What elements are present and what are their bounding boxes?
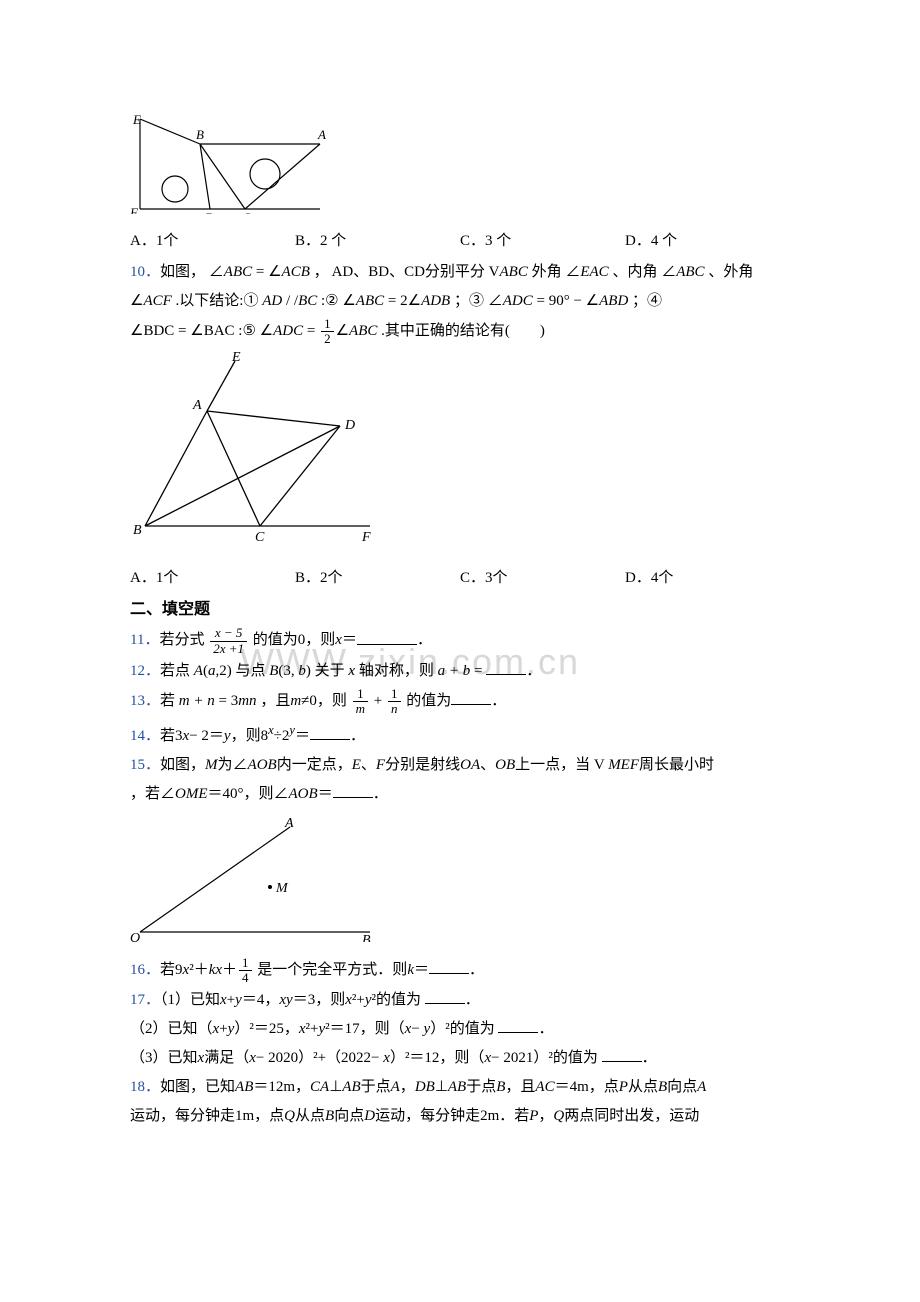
figure-q15: O A B M (130, 812, 790, 952)
q16: 16．若9x²＋kx＋14 是一个完全平方式．则k＝． (130, 956, 790, 986)
q15-line1: 15．如图，M为∠AOB内一定点，E、F分别是射线OA、OB上一点，当 V ME… (130, 752, 790, 779)
q11-number: 11． (130, 633, 159, 649)
frac-half: 12 (321, 317, 334, 347)
q16-frac: 14 (239, 956, 252, 986)
svg-text:A: A (192, 398, 202, 413)
svg-text:O: O (130, 931, 140, 942)
q11-blank (357, 630, 417, 645)
svg-text:B: B (133, 523, 142, 538)
svg-text:D: D (204, 210, 215, 214)
q18-line2: 运动，每分钟走1m，点Q从点B向点D运动，每分钟走2m．若P，Q两点同时出发，运… (130, 1103, 790, 1130)
figure-q9: E F B A D C (130, 114, 790, 224)
q9-option-c: C．3 个 (460, 228, 625, 255)
svg-text:A: A (284, 816, 294, 831)
q18-line1: 18．如图，已知AB＝12m，CA⊥AB于点A，DB⊥AB于点B，且AC＝4m，… (130, 1074, 790, 1101)
q12: 12．若点 A(a,2) 与点 B(3, b) 关于 x 轴对称，则 a + b… (130, 658, 790, 685)
svg-text:E: E (231, 351, 241, 365)
q10-option-c: C．3个 (460, 565, 625, 592)
q14: 14．若3x− 2＝y，则8x÷2y＝． (130, 719, 790, 750)
q9-option-d: D．4 个 (625, 228, 790, 255)
svg-text:E: E (132, 114, 141, 127)
svg-text:D: D (344, 418, 355, 433)
q15-blank (333, 783, 373, 798)
q17-blank3 (602, 1047, 642, 1062)
q11: 11．若分式 x − 52x +1 的值为0，则x＝． (130, 626, 790, 656)
q16-number: 16． (130, 962, 160, 978)
q17-p2: （2）已知（x+y）²＝25，x²+y²＝17，则（x− y）²的值为 ． (130, 1016, 790, 1043)
page-content: E F B A D C A．1个 B．2 个 C．3 个 D．4 个 10．如图… (130, 114, 790, 1130)
q15-number: 15． (130, 757, 160, 773)
svg-text:F: F (130, 205, 139, 214)
q9-option-b: B．2 个 (295, 228, 460, 255)
svg-text:F: F (361, 530, 371, 545)
svg-text:B: B (362, 933, 371, 942)
svg-text:C: C (242, 210, 251, 214)
svg-text:B: B (196, 127, 204, 142)
figure-q10: E A D B C F (130, 351, 790, 561)
q10-line2: ∠ACF .以下结论:① AD / /BC :② ∠ABC = 2∠ADB ；③… (130, 288, 790, 315)
q13-number: 13． (130, 693, 160, 709)
q15-line2: ，若∠OME＝40°，则∠AOB＝． (130, 781, 790, 808)
q13-blank (451, 690, 491, 705)
q10-line3: ∠BDC = ∠BAC :⑤ ∠ADC = 12∠ABC .其中正确的结论有( … (130, 317, 790, 347)
section-2-title: 二、填空题 (130, 596, 790, 625)
q11-frac: x − 52x +1 (210, 626, 247, 656)
q17-p1: 17．（1）已知x+y＝4，xy＝3，则x²+y²的值为 ． (130, 987, 790, 1014)
q13-frac1: 1m (353, 687, 368, 717)
svg-text:C: C (255, 530, 265, 545)
q12-blank (486, 660, 526, 675)
q14-blank (310, 725, 350, 740)
q14-number: 14． (130, 728, 160, 744)
q17-number: 17． (130, 992, 160, 1008)
q17-p3: （3）已知x满足（x− 2020）²+（2022− x）²＝12，则（x− 20… (130, 1045, 790, 1072)
q9-option-a: A．1个 (130, 228, 295, 255)
q10-option-b: B．2个 (295, 565, 460, 592)
q10-number: 10． (130, 264, 160, 280)
q10-option-d: D．4个 (625, 565, 790, 592)
q16-blank (429, 959, 469, 974)
q10-options: A．1个 B．2个 C．3个 D．4个 (130, 565, 790, 592)
svg-text:A: A (317, 127, 326, 142)
q10-option-a: A．1个 (130, 565, 295, 592)
q18-number: 18． (130, 1079, 160, 1095)
q17-blank2 (498, 1018, 538, 1033)
svg-text:M: M (275, 881, 289, 896)
q10-line1: 10．如图， ∠ABC = ∠ACB ， AD、BD、CD分别平分 VABC 外… (130, 259, 790, 286)
q12-number: 12． (130, 663, 160, 679)
q17-blank1 (425, 989, 465, 1004)
q9-options: A．1个 B．2 个 C．3 个 D．4 个 (130, 228, 790, 255)
q13: 13．若 m + n = 3mn ，且m≠0，则 1m + 1n 的值为． (130, 687, 790, 717)
q13-frac2: 1n (388, 687, 401, 717)
